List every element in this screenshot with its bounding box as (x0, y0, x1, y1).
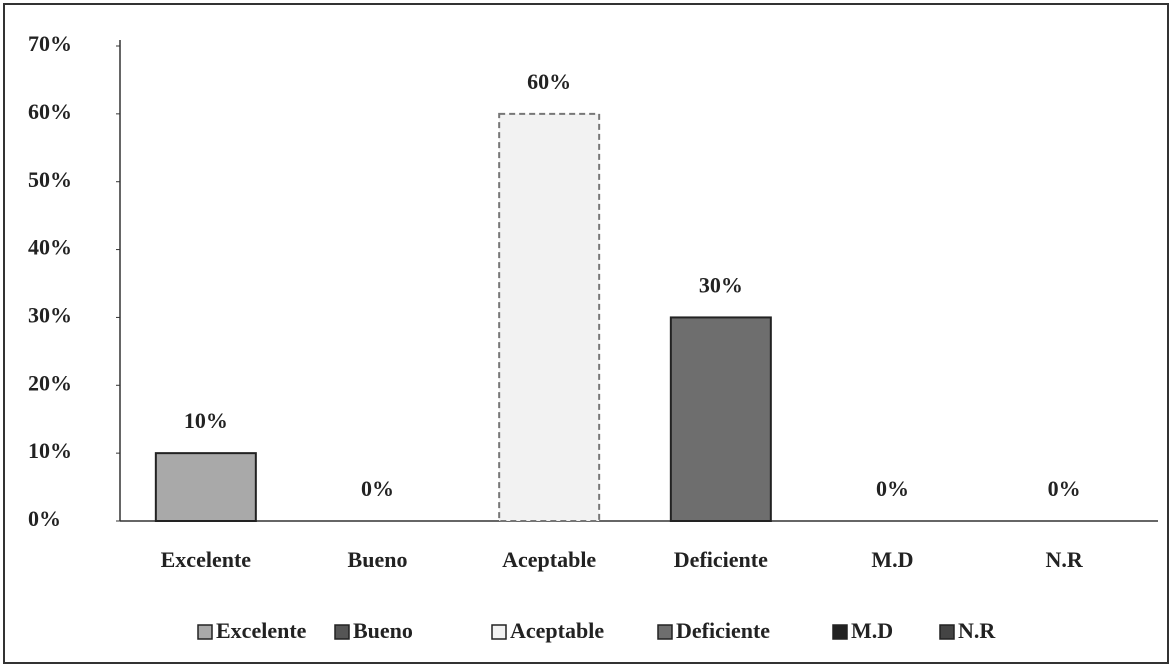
legend-swatch (334, 624, 350, 640)
x-tick-label: Deficiente (674, 547, 768, 572)
data-label: 30% (699, 272, 743, 297)
y-tick-label: 0% (28, 506, 61, 531)
legend-swatch (491, 624, 507, 640)
legend-label: Aceptable (510, 618, 604, 643)
frame (3, 3, 1169, 664)
y-tick-label: 70% (28, 31, 72, 56)
data-label: 0% (361, 476, 394, 501)
legend-label: N.R (958, 618, 996, 643)
x-tick-label: Aceptable (502, 547, 596, 572)
y-tick-label: 40% (28, 235, 72, 260)
data-label: 0% (1048, 476, 1081, 501)
x-tick-label: M.D (871, 547, 913, 572)
legend-swatch (657, 624, 673, 640)
bar (154, 452, 257, 522)
y-tick-label: 30% (28, 302, 72, 327)
data-label: 10% (184, 408, 228, 433)
x-tick-label: N.R (1046, 547, 1084, 572)
legend-swatch (939, 624, 955, 640)
legend-swatch (197, 624, 213, 640)
legend-label: Excelente (216, 618, 307, 643)
y-tick-label: 60% (28, 99, 72, 124)
legend-label: Bueno (353, 618, 413, 643)
data-label: 0% (876, 476, 909, 501)
y-tick-label: 20% (28, 370, 72, 395)
data-label: 60% (527, 69, 571, 94)
bar (498, 112, 601, 522)
y-tick-label: 10% (28, 438, 72, 463)
x-tick-label: Bueno (348, 547, 408, 572)
x-tick-label: Excelente (161, 547, 252, 572)
legend-label: M.D (851, 618, 893, 643)
bar (669, 316, 772, 522)
y-tick-label: 50% (28, 167, 72, 192)
legend-label: Deficiente (676, 618, 770, 643)
legend-swatch (832, 624, 848, 640)
